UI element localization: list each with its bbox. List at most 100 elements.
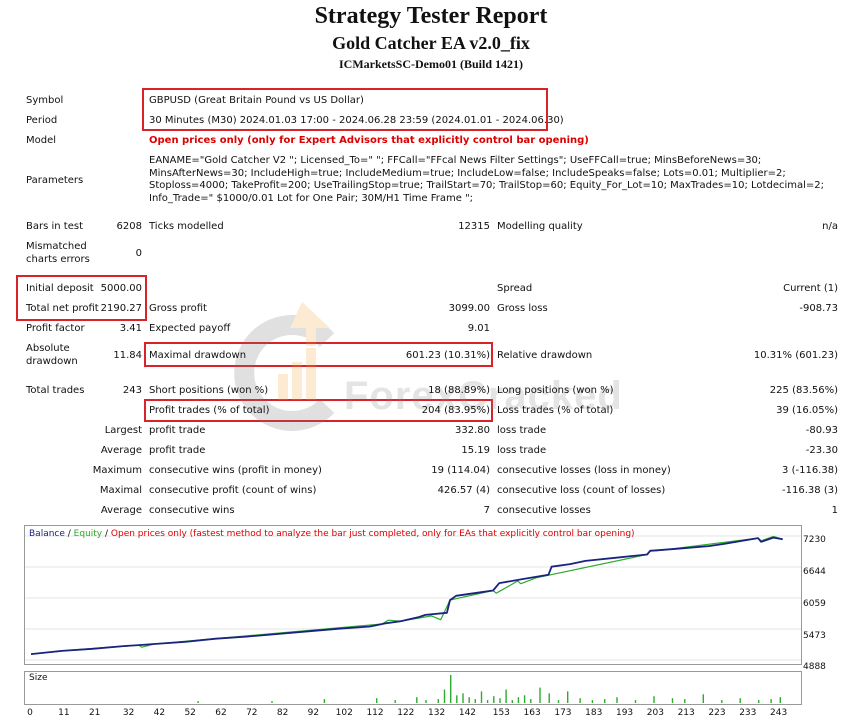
x-tick-label: 21 (88, 708, 101, 718)
bars-value: 6208 (116, 221, 142, 232)
gross-loss-value: -908.73 (799, 303, 838, 314)
x-tick-label: 163 (523, 708, 541, 718)
x-tick-label: 213 (677, 708, 695, 718)
absolute-drawdown-value: 11.84 (113, 350, 142, 361)
watermark: ForexCracked (232, 288, 632, 438)
x-tick-label: 132 (428, 708, 446, 718)
size-bar (416, 697, 418, 703)
size-label: Size (29, 673, 48, 683)
absolute-drawdown-label-2: drawdown (26, 356, 78, 367)
relative-drawdown-value: 10.31% (601.23) (753, 350, 838, 361)
legend-sep-1: / (64, 529, 74, 539)
period-label: Period (26, 115, 58, 126)
size-bar (456, 695, 458, 703)
size-chart (24, 671, 802, 705)
spread-label: Spread (497, 283, 533, 294)
gross-loss-label: Gross loss (497, 303, 548, 314)
maximal-profit-label: consecutive profit (count of wins) (149, 485, 317, 496)
long-positions-value: 225 (83.56%) (769, 385, 838, 396)
size-bar (323, 699, 326, 703)
max-drawdown-value: 601.23 (10.31%) (405, 350, 490, 361)
profit-trades-highlight (144, 399, 493, 422)
size-bar (480, 691, 483, 703)
profit-factor-label: Profit factor (26, 323, 85, 334)
chart-legend: Balance / Equity / Open prices only (fas… (29, 529, 635, 540)
equity-line (30, 535, 783, 655)
size-bar (271, 701, 273, 703)
size-bar (702, 694, 704, 703)
maximum-label: Maximum (92, 465, 142, 476)
net-profit-label: Total net profit (26, 303, 99, 314)
x-tick-label: 52 (184, 708, 196, 718)
size-bar (530, 699, 532, 703)
size-bar (394, 700, 396, 703)
size-bar (567, 691, 569, 703)
deposit-profit-highlight (16, 275, 147, 321)
x-tick-label: 82 (276, 708, 289, 718)
x-tick-label: 92 (307, 708, 320, 718)
size-bar (486, 700, 489, 703)
report-title: Strategy Tester Report (314, 3, 548, 29)
loss-trades-label: Loss trades (% of total) (497, 405, 614, 416)
x-tick-label: 233 (739, 708, 757, 718)
size-bar (653, 696, 655, 703)
x-tick-label: 122 (397, 708, 415, 718)
largest-profit-value: 332.80 (455, 425, 490, 436)
x-tick-label: 243 (770, 708, 788, 718)
y-tick-label: 5473 (803, 631, 826, 641)
size-bar (779, 697, 781, 703)
watermark-text: ForexCracked (344, 374, 623, 418)
expected-payoff-value: 9.01 (467, 323, 490, 334)
x-tick-label: 102 (335, 708, 353, 718)
total-trades-value: 243 (122, 385, 142, 396)
avg-wins-label: consecutive wins (149, 505, 235, 516)
x-tick-label: 112 (366, 708, 384, 718)
size-bar (591, 700, 594, 703)
x-tick-label: 183 (585, 708, 603, 718)
size-bar (616, 697, 618, 703)
parameters-label: Parameters (26, 175, 84, 186)
size-bar (770, 699, 772, 703)
mismatch-value: 0 (135, 248, 142, 259)
size-bar (505, 689, 507, 703)
legend-equity: Equity (73, 529, 103, 539)
x-tick-label: 11 (58, 708, 70, 718)
spread-value: Current (1) (783, 283, 838, 294)
average-label: Average (100, 445, 142, 456)
ea-name: Gold Catcher EA v2.0_fix (332, 33, 530, 53)
loss-trades-value: 39 (16.05%) (776, 405, 838, 416)
balance-chart-svg (25, 535, 801, 661)
model-value: Open prices only (only for Expert Adviso… (149, 135, 589, 146)
x-tick-label: 0 (27, 708, 33, 718)
size-bar (548, 693, 550, 703)
ticks-value: 12315 (458, 221, 490, 232)
average-profit-value: 15.19 (461, 445, 490, 456)
x-tick-label: 42 (153, 708, 166, 718)
x-tick-label: 142 (458, 708, 477, 718)
x-tick-label: 153 (492, 708, 510, 718)
profit-trades-label: Profit trades (% of total) (149, 405, 270, 416)
legend-note: Open prices only (fastest method to anal… (110, 529, 635, 539)
server-build: ICMarketsSC-Demo01 (Build 1421) (339, 57, 523, 71)
deposit-value: 5000.00 (100, 283, 142, 294)
avg-wins-value: 7 (483, 505, 490, 516)
size-bar (739, 698, 741, 703)
deposit-label: Initial deposit (26, 283, 94, 294)
relative-drawdown-label: Relative drawdown (497, 350, 593, 361)
symbol-value: GBPUSD (Great Britain Pound vs US Dollar… (149, 95, 364, 106)
mismatch-label: Mismatched (26, 241, 87, 252)
size-bar (437, 699, 439, 703)
bars-label: Bars in test (26, 221, 83, 232)
long-positions-label: Long positions (won %) (497, 385, 614, 396)
y-tick-label: 6644 (803, 567, 826, 577)
net-profit-value: 2190.27 (100, 303, 142, 314)
symbol-period-highlight (142, 88, 548, 131)
quality-label: Modelling quality (497, 221, 583, 232)
largest-loss-label: loss trade (497, 425, 547, 436)
size-bar (511, 700, 513, 703)
period-value: 30 Minutes (M30) 2024.01.03 17:00 - 2024… (149, 115, 564, 126)
parameters-value: EANAME="Gold Catcher V2 "; Licensed_To="… (149, 155, 825, 204)
balance-line (30, 536, 783, 655)
short-positions-value: 18 (88.89%) (428, 385, 490, 396)
y-tick-label: 6059 (803, 599, 826, 609)
